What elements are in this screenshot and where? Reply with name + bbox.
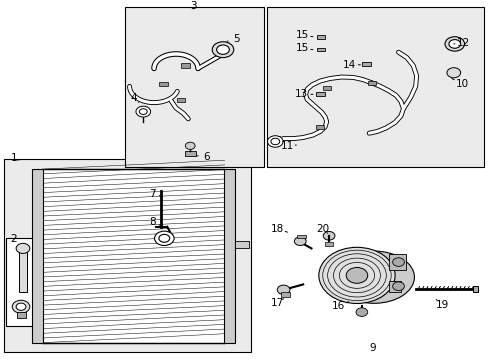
Bar: [316, 92, 325, 96]
Bar: [266, 7, 483, 167]
Circle shape: [392, 258, 404, 266]
Circle shape: [159, 234, 169, 242]
Circle shape: [346, 267, 367, 283]
Bar: [388, 254, 405, 270]
Bar: [41, 169, 224, 343]
Text: 20: 20: [316, 224, 328, 234]
Text: 12: 12: [456, 38, 469, 48]
Circle shape: [318, 247, 394, 303]
Text: 17: 17: [270, 298, 284, 308]
Text: 13: 13: [294, 89, 308, 99]
Circle shape: [392, 282, 404, 291]
Text: 14: 14: [342, 60, 356, 70]
Circle shape: [267, 136, 283, 147]
Text: 16: 16: [331, 301, 345, 311]
Circle shape: [139, 109, 147, 114]
Bar: [32, 169, 42, 343]
Bar: [19, 250, 27, 292]
Bar: [325, 242, 332, 246]
Bar: [176, 98, 185, 102]
Circle shape: [154, 231, 174, 246]
Text: 6: 6: [203, 152, 209, 162]
Text: 9: 9: [368, 343, 375, 354]
Bar: [159, 82, 168, 86]
Ellipse shape: [333, 251, 414, 303]
Text: 4: 4: [130, 93, 137, 103]
Bar: [316, 125, 324, 129]
Bar: [280, 292, 290, 297]
Circle shape: [444, 37, 464, 51]
Bar: [388, 281, 400, 292]
Bar: [316, 48, 324, 51]
Text: 19: 19: [435, 300, 448, 310]
Bar: [361, 62, 370, 66]
Bar: [316, 35, 324, 39]
Text: 18: 18: [270, 224, 284, 234]
Circle shape: [216, 45, 229, 54]
Text: 7: 7: [149, 189, 156, 199]
Bar: [184, 151, 195, 156]
Circle shape: [446, 68, 460, 78]
Text: 15: 15: [295, 43, 308, 53]
Bar: [17, 312, 26, 318]
Circle shape: [12, 300, 30, 313]
Bar: [322, 86, 330, 90]
Circle shape: [294, 237, 305, 246]
Bar: [6, 238, 41, 326]
Circle shape: [16, 303, 26, 310]
Circle shape: [448, 40, 460, 48]
Circle shape: [16, 243, 30, 253]
Text: 5: 5: [232, 33, 239, 44]
Text: 2: 2: [10, 234, 17, 244]
Circle shape: [212, 42, 233, 58]
Bar: [4, 159, 250, 352]
Bar: [297, 235, 305, 238]
Circle shape: [323, 231, 334, 240]
Circle shape: [270, 138, 279, 145]
Bar: [224, 169, 234, 343]
Bar: [234, 241, 249, 248]
Text: 15: 15: [295, 30, 308, 40]
Bar: [181, 63, 190, 68]
Text: 3: 3: [189, 1, 196, 11]
Text: 1: 1: [10, 153, 17, 163]
Text: 11: 11: [280, 141, 293, 151]
Circle shape: [136, 106, 150, 117]
Text: 10: 10: [455, 78, 468, 89]
Bar: [367, 81, 375, 85]
Bar: [472, 286, 477, 292]
Circle shape: [355, 308, 367, 316]
Text: 8: 8: [149, 217, 156, 228]
Circle shape: [185, 142, 195, 149]
Bar: [124, 7, 264, 167]
Circle shape: [277, 285, 289, 294]
